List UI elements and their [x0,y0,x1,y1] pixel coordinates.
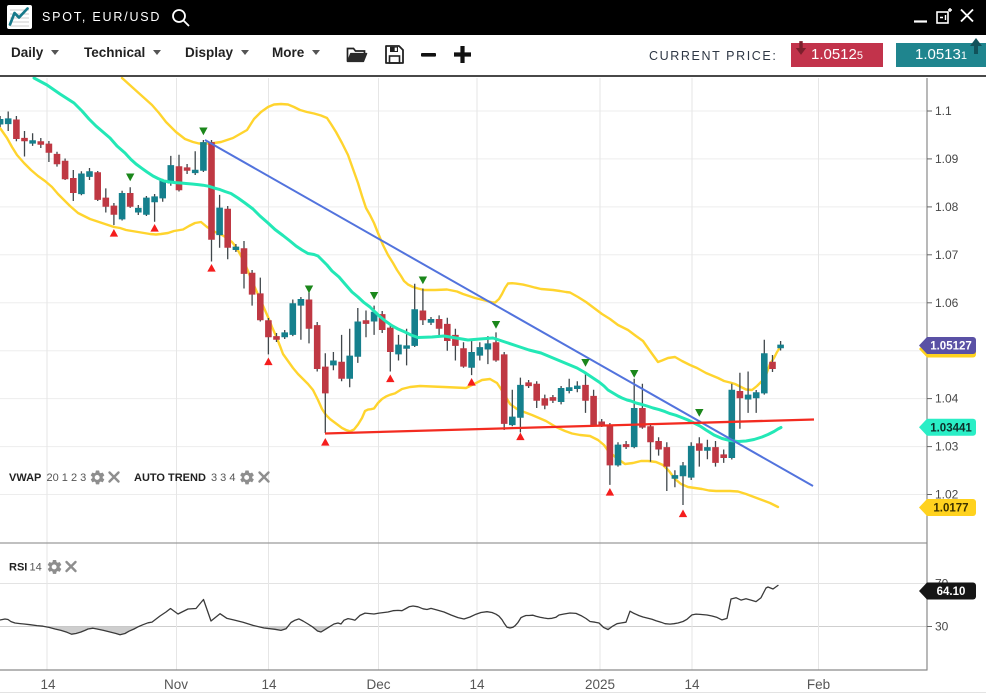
svg-text:AUTO TREND: AUTO TREND [134,472,206,484]
svg-text:14: 14 [40,677,56,692]
svg-text:1.06: 1.06 [935,296,959,310]
svg-text:14: 14 [30,562,42,574]
svg-text:30: 30 [935,620,949,634]
svg-text:1.08: 1.08 [935,200,959,214]
svg-text:1.04: 1.04 [935,392,959,406]
svg-text:Feb: Feb [807,677,830,692]
svg-text:14: 14 [469,677,485,692]
svg-text:Dec: Dec [366,677,390,692]
svg-text:1.07: 1.07 [935,248,959,262]
svg-text:3 3 4: 3 3 4 [211,472,235,484]
svg-text:64.10: 64.10 [937,586,966,598]
svg-text:1.0177: 1.0177 [933,503,968,515]
svg-text:1.03441: 1.03441 [930,422,972,434]
svg-text:1.05127: 1.05127 [930,341,972,353]
svg-text:2025: 2025 [585,677,615,692]
svg-text:14: 14 [261,677,277,692]
svg-text:1.1: 1.1 [935,104,952,118]
svg-text:1.03: 1.03 [935,440,959,454]
svg-text:Nov: Nov [164,677,188,692]
svg-text:RSI: RSI [9,562,27,574]
svg-text:14: 14 [684,677,700,692]
svg-text:VWAP: VWAP [9,472,41,484]
svg-text:1.09: 1.09 [935,152,959,166]
svg-text:1.02: 1.02 [935,488,959,502]
svg-text:20 1 2 3: 20 1 2 3 [47,472,87,484]
